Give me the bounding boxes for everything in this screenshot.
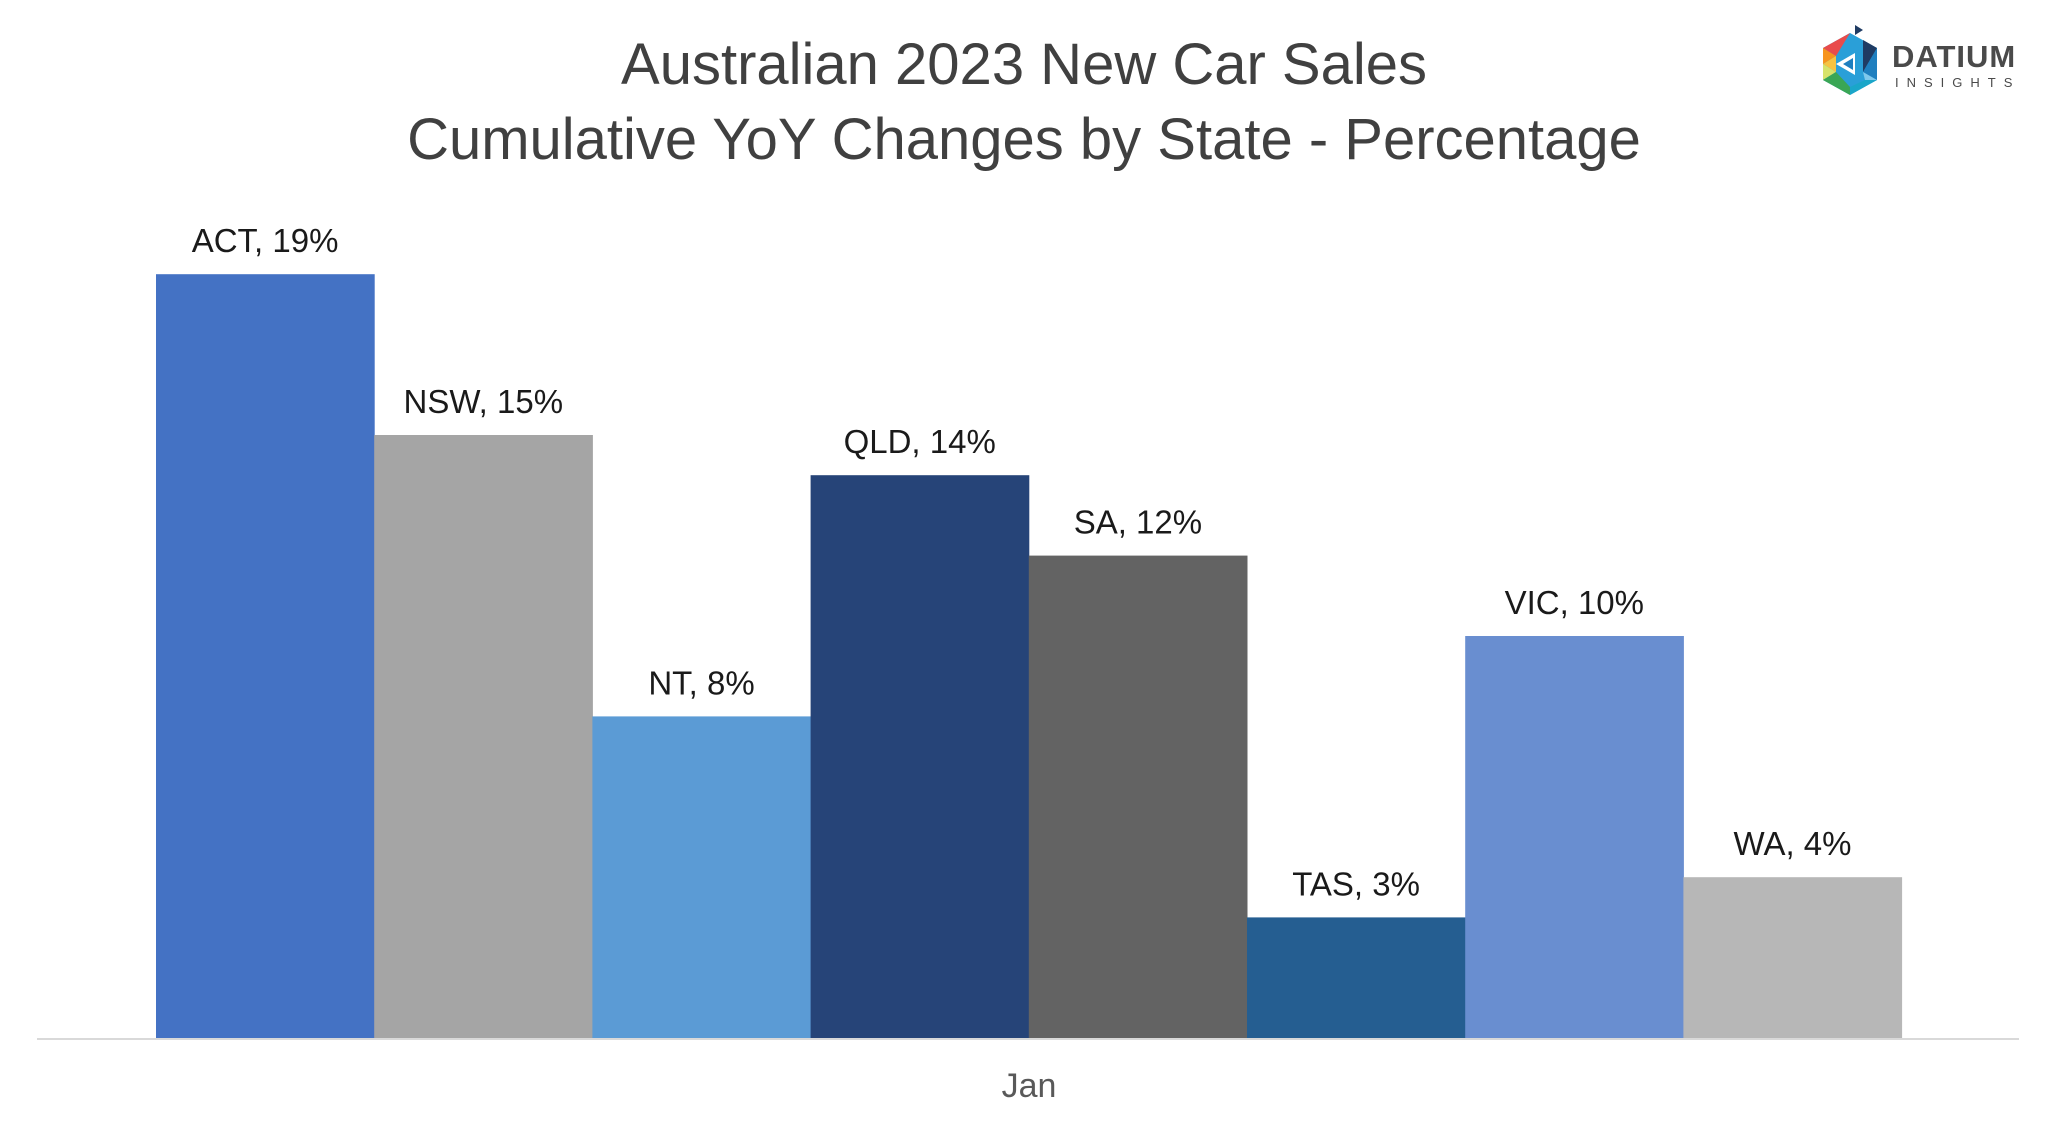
bar-act xyxy=(156,274,375,1038)
datium-logo: DATIUM INSIGHTS xyxy=(1815,25,2045,105)
data-label-nsw: NSW, 15% xyxy=(404,383,564,420)
logo-wordmark: DATIUM xyxy=(1892,39,2017,74)
data-label-nt: NT, 8% xyxy=(648,664,754,701)
chart-title: Australian 2023 New Car Sales xyxy=(621,32,1427,97)
data-label-sa: SA, 12% xyxy=(1074,504,1202,541)
logo-subtitle: INSIGHTS xyxy=(1895,75,2021,90)
bar-qld xyxy=(810,475,1030,1038)
bar-vic xyxy=(1465,636,1684,1038)
bar-nt xyxy=(592,716,812,1038)
data-label-wa: WA, 4% xyxy=(1734,825,1852,862)
bar-sa xyxy=(1028,555,1248,1038)
bar-wa xyxy=(1683,877,1903,1038)
data-label-vic: VIC, 10% xyxy=(1505,584,1644,621)
x-tick-label: Jan xyxy=(1002,1067,1057,1105)
bar-tas xyxy=(1247,917,1466,1038)
data-label-act: ACT, 19% xyxy=(192,222,339,259)
bar-nsw xyxy=(374,435,593,1038)
chart-subtitle: Cumulative YoY Changes by State - Percen… xyxy=(407,107,1641,172)
data-label-tas: TAS, 3% xyxy=(1292,865,1420,902)
datium-hexagon-icon xyxy=(1823,25,1877,95)
data-label-qld: QLD, 14% xyxy=(844,423,996,460)
